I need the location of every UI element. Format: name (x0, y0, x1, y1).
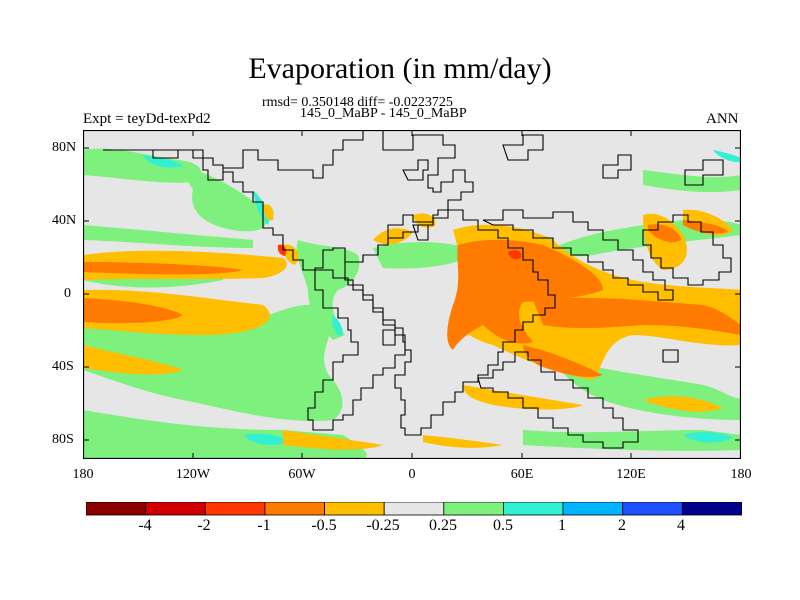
y-tick-label: 0 (64, 286, 71, 301)
colorbar-swatch (443, 502, 504, 516)
red-regions (277, 244, 522, 260)
y-tick-label: 80S (52, 432, 74, 447)
colorbar-swatch (681, 502, 742, 516)
x-tick-label: 60E (510, 467, 534, 482)
colorbar-swatch (324, 502, 385, 516)
coastlines (103, 130, 732, 449)
tick-marks (83, 130, 741, 459)
colorbar-label: 1 (558, 517, 566, 534)
colorbar-label: -1 (257, 517, 271, 534)
colorbar-label: -0.5 (311, 517, 337, 534)
colorbar-label: 0.25 (429, 517, 457, 534)
stats-text: rmsd= 0.350148 diff= -0.0223725 (262, 95, 453, 110)
y-tick-label: 80N (52, 140, 77, 155)
experiment-label: Expt = teyDd-texPd2 (83, 111, 211, 127)
colorbar-swatch (86, 502, 147, 516)
colorbar-label: -0.25 (366, 517, 400, 534)
colorbar-label: 0.5 (493, 517, 513, 534)
y-tick-label: 40S (52, 359, 74, 374)
x-tick-label: 0 (408, 467, 416, 482)
x-tick-label: 180 (730, 467, 752, 482)
season-label: ANN (706, 111, 739, 127)
evaporation-map (83, 130, 741, 459)
subtitle: 145_0_MaBP - 145_0_MaBP (300, 106, 467, 121)
colorbar-swatch (264, 502, 325, 516)
x-tick-label: 180 (72, 467, 94, 482)
colorbar-label: 4 (677, 517, 685, 534)
colorbar-swatch (383, 502, 445, 516)
x-tick-label: 60W (288, 467, 316, 482)
colorbar-swatch (562, 502, 624, 516)
colorbar (86, 502, 742, 516)
colorbar-swatch (204, 502, 266, 516)
colorbar-label: -2 (197, 517, 211, 534)
colorbar-swatch (503, 502, 564, 516)
colorbar-swatch (622, 502, 683, 516)
colorbar-label: -4 (138, 517, 152, 534)
x-tick-label: 120E (616, 467, 646, 482)
page-title: Evaporation (in mm/day) (248, 52, 552, 85)
colorbar-swatch (145, 502, 206, 516)
colorbar-label: 2 (618, 517, 626, 534)
y-tick-label: 40N (52, 213, 77, 228)
strong-negative-regions (83, 220, 741, 377)
x-tick-label: 120W (175, 467, 211, 482)
